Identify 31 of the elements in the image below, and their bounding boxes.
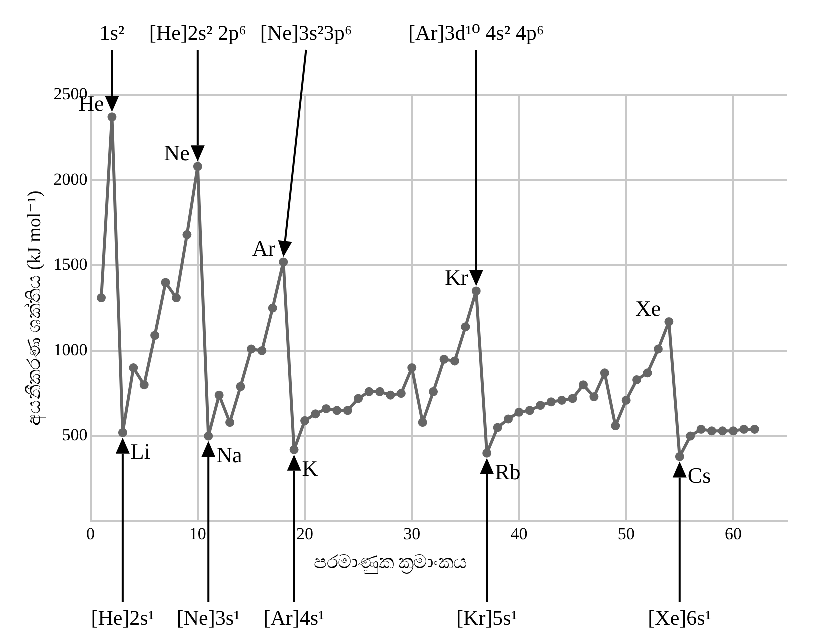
data-label: Na: [216, 442, 243, 468]
data-label: Rb: [495, 459, 521, 484]
x-tick-label: 60: [724, 524, 742, 544]
y-tick-label: 500: [62, 426, 88, 445]
y-tick-label: 1500: [54, 255, 88, 274]
data-label: Cs: [688, 462, 712, 488]
text: [He]2s² 2p⁶: [149, 21, 246, 45]
data-label: Kr: [445, 265, 470, 290]
x-tick-label: 20: [296, 524, 314, 544]
y-tick-label: 2000: [54, 170, 88, 189]
x-tick-label: 10: [189, 524, 206, 544]
y-tick-label: 1000: [54, 340, 88, 360]
x-tick-label: 50: [618, 524, 635, 544]
text: [Kr]5s¹: [456, 606, 518, 630]
text: [Ar]3d¹⁰ 4s² 4p⁶: [408, 21, 544, 45]
text: [Ar]4s¹: [264, 606, 325, 630]
data-label: K: [302, 456, 318, 481]
y-axis-title: අයනීකරණ ශක්තිය (kJ mol⁻¹): [23, 190, 46, 426]
data-label: Xe: [636, 296, 662, 321]
text: [Ne]3s²3p⁶: [260, 21, 352, 45]
x-tick-label: 40: [510, 524, 528, 544]
text: [Ne]3s¹: [176, 606, 240, 630]
x-axis-title: පරමාණුක ක්‍රමාංකය: [314, 552, 468, 575]
data-label: Li: [130, 438, 150, 464]
x-tick-label: 30: [404, 524, 421, 544]
data-label: Ne: [164, 140, 190, 166]
x-tick-label: 0: [86, 524, 96, 544]
text: 1s²: [100, 21, 125, 45]
text: [Xe]6s¹: [648, 606, 712, 630]
data-label: Ar: [252, 236, 276, 262]
text: [He]2s¹: [91, 606, 155, 630]
